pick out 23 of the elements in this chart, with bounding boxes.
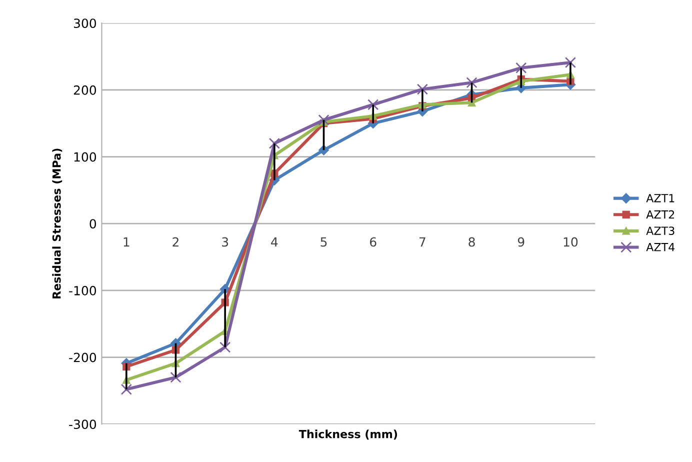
y-tick-label: 100 — [74, 152, 96, 162]
y-axis-title: Residual Stresses (MPa) — [52, 148, 62, 298]
x-tick-label: 1 — [124, 237, 130, 246]
legend-label: AZT4 — [646, 243, 675, 252]
x-tick-label: 3 — [222, 237, 228, 247]
legend-label: AZT1 — [646, 194, 674, 202]
y-tick-label: 200 — [74, 85, 96, 95]
y-tick-label: -100 — [69, 286, 96, 296]
x-tick-label: 4 — [271, 237, 278, 246]
x-axis-title: Thickness (mm) — [298, 430, 398, 440]
x-tick-label: 10 — [564, 237, 578, 247]
x-tick-label: 5 — [320, 237, 327, 247]
y-tick-label: -200 — [69, 352, 96, 362]
y-tick-label: 0 — [90, 219, 96, 229]
y-tick-label: 300 — [74, 18, 96, 28]
legend-label: AZT2 — [646, 210, 674, 219]
legend-label: AZT3 — [646, 226, 674, 235]
x-tick-label: 8 — [468, 237, 475, 247]
x-tick-label: 9 — [518, 237, 524, 247]
x-tick-label: 7 — [419, 237, 426, 246]
x-tick-label: 6 — [370, 237, 376, 247]
y-tick-label: -300 — [69, 420, 96, 430]
x-tick-label: 2 — [172, 237, 178, 246]
